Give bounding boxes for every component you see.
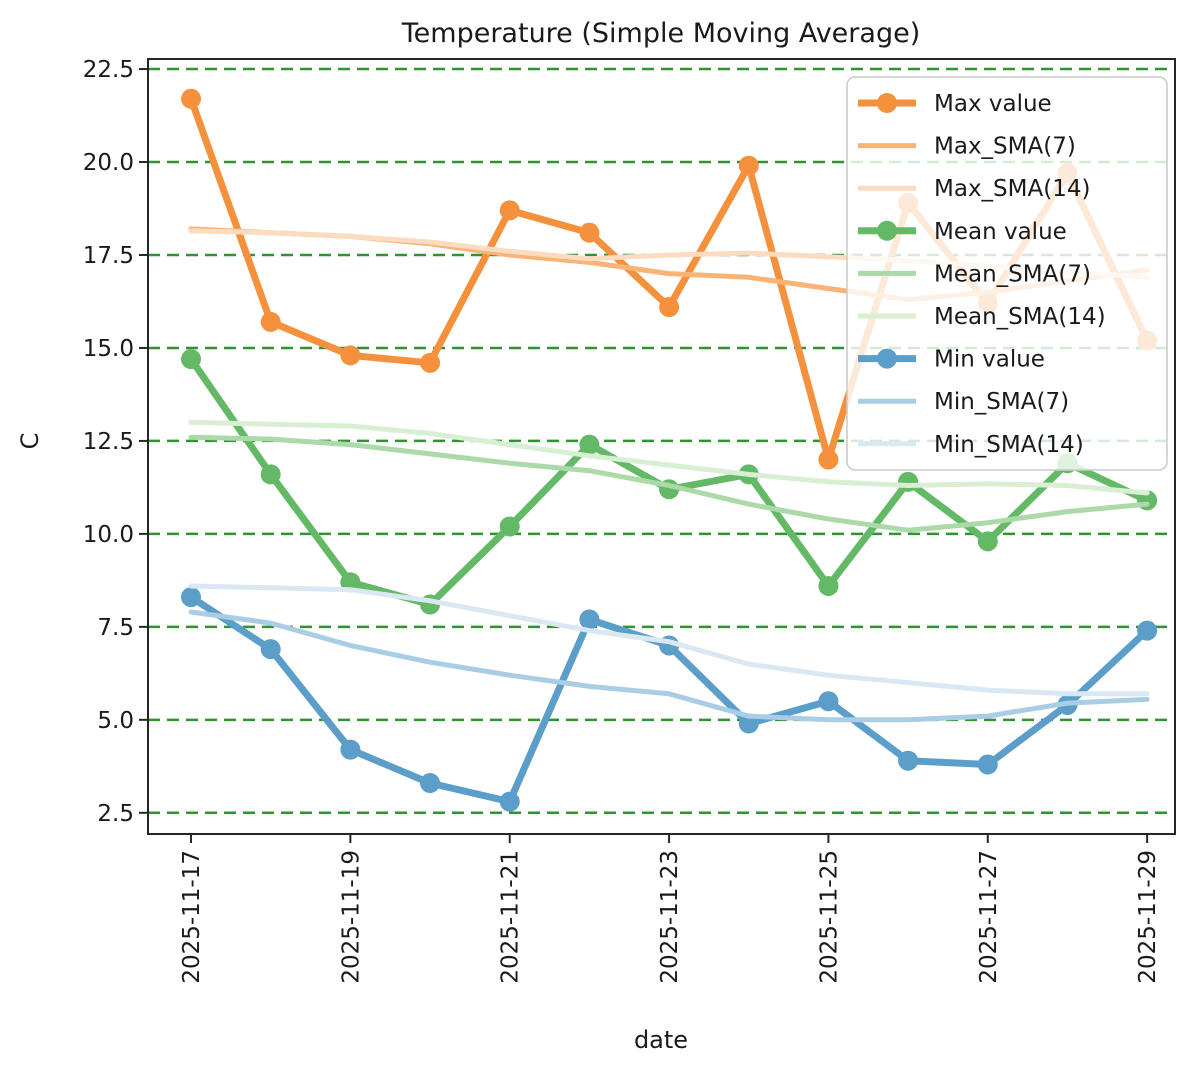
legend-label: Min_SMA(14) <box>934 432 1084 458</box>
data-point <box>818 575 839 596</box>
series-line-5 <box>188 419 1150 496</box>
x-tick-label: 2025-11-21 <box>498 850 524 984</box>
data-point <box>181 587 202 608</box>
x-tick-label: 2025-11-29 <box>1135 850 1161 984</box>
y-tick-label: 12.5 <box>83 429 134 455</box>
series-line-7 <box>188 609 1150 723</box>
y-tick-label: 2.5 <box>97 801 134 827</box>
data-point <box>579 222 600 243</box>
y-tick-label: 10.0 <box>83 522 134 548</box>
data-point <box>260 639 281 660</box>
data-point <box>579 609 600 630</box>
data-point <box>977 531 998 552</box>
legend-label: Max value <box>934 91 1052 117</box>
x-axis-label: date <box>634 1026 688 1054</box>
legend-marker <box>877 220 897 241</box>
y-tick-label: 5.0 <box>97 708 134 734</box>
legend-label: Mean_SMA(7) <box>934 261 1091 287</box>
legend-label: Max_SMA(7) <box>934 134 1076 160</box>
x-tick-label: 2025-11-23 <box>657 850 683 984</box>
data-point <box>499 200 520 221</box>
data-point <box>260 464 281 485</box>
legend-box <box>846 76 1168 471</box>
y-tick-label: 7.5 <box>97 615 134 641</box>
data-point <box>1137 620 1158 641</box>
chart-legend: Max value Max_SMA(7) Max_SMA(14) Mean value… <box>846 76 1168 471</box>
data-point <box>499 516 520 537</box>
data-point <box>898 750 919 771</box>
plot-border <box>147 58 1176 835</box>
chart-axes: 2.5 5.0 7.5 10.0 12.5 15.0 17.5 20.0 22.5 2025-11… <box>83 57 1176 984</box>
chart-title: Temperature (Simple Moving Average) <box>401 18 920 49</box>
data-point <box>260 311 281 332</box>
x-tick-label: 2025-11-25 <box>816 850 842 984</box>
data-point <box>818 449 839 470</box>
y-tick-label: 20.0 <box>83 150 134 176</box>
data-point <box>898 471 919 492</box>
legend-label: Mean_SMA(14) <box>934 304 1106 330</box>
legend-label: Mean value <box>934 219 1067 245</box>
series-line-8 <box>188 583 1150 697</box>
legend-label: Max_SMA(14) <box>934 176 1090 202</box>
data-point <box>181 349 202 370</box>
series-line-4 <box>188 434 1150 533</box>
data-point <box>499 791 520 812</box>
data-point <box>738 155 759 176</box>
data-point <box>420 352 441 373</box>
y-tick-label: 22.5 <box>83 57 134 83</box>
data-point <box>818 691 839 712</box>
data-point <box>659 297 680 318</box>
data-point <box>420 773 441 794</box>
legend-label: Min_SMA(7) <box>934 389 1069 415</box>
y-tick-label: 17.5 <box>83 243 134 269</box>
x-tick-label: 2025-11-27 <box>976 850 1002 984</box>
data-point <box>579 434 600 455</box>
data-point <box>340 345 361 366</box>
data-point <box>977 754 998 775</box>
data-point <box>181 88 202 109</box>
y-tick-label: 15.0 <box>83 336 134 362</box>
x-tick-label: 2025-11-17 <box>179 850 205 984</box>
x-tick-label: 2025-11-19 <box>338 850 364 984</box>
legend-marker <box>877 93 897 113</box>
legend-marker <box>877 348 897 369</box>
legend-label: Min value <box>934 347 1045 373</box>
data-point <box>340 739 361 760</box>
y-axis-label: C <box>16 433 44 450</box>
